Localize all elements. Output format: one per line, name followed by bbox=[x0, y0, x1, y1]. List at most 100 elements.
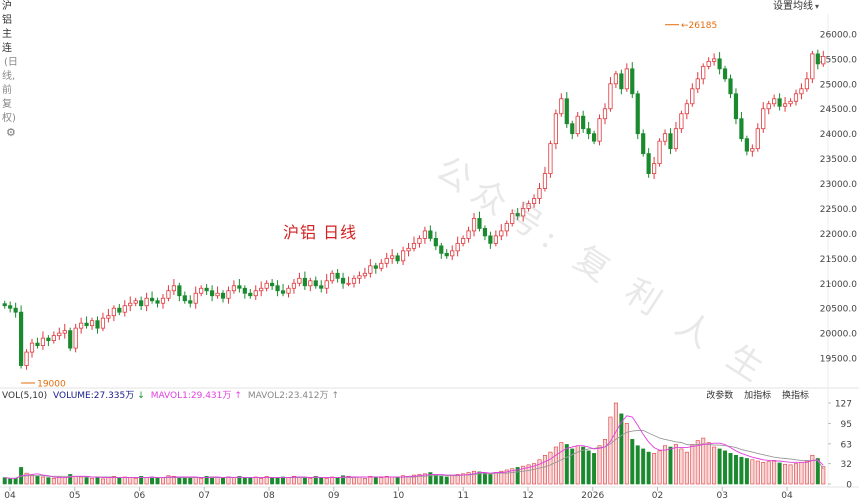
volume-bar bbox=[444, 476, 449, 485]
volume-bar bbox=[144, 477, 149, 485]
volume-bar bbox=[761, 462, 766, 485]
volume-bar bbox=[128, 477, 133, 485]
candle-body bbox=[111, 307, 116, 317]
candle-body bbox=[411, 242, 417, 249]
candle-body bbox=[35, 342, 40, 347]
volume-bar bbox=[139, 476, 144, 485]
candle-body bbox=[526, 203, 531, 209]
volume-bar bbox=[171, 476, 176, 485]
caret-down-icon: ▾ bbox=[814, 2, 819, 11]
volume-bar bbox=[291, 476, 296, 485]
volume-bar bbox=[253, 476, 258, 485]
volume-bar bbox=[264, 476, 269, 485]
candle-body bbox=[139, 300, 144, 307]
add-indicator-button[interactable]: 加指标 bbox=[744, 391, 772, 401]
vol-y-tick-label: 0 bbox=[846, 481, 852, 491]
volume-bar bbox=[111, 476, 116, 485]
y-tick-label: 24000.0 bbox=[820, 130, 857, 140]
chart-title-block: 沪铝主连 (日线,前复权) ⚙ bbox=[2, 0, 18, 141]
edit-params-button[interactable]: 改参数 bbox=[706, 391, 734, 401]
volume-bar bbox=[526, 464, 531, 485]
volume-bar bbox=[810, 454, 815, 485]
candle-body bbox=[668, 133, 673, 150]
candle-body bbox=[24, 351, 29, 366]
candle-body bbox=[324, 280, 329, 289]
volume-bar bbox=[564, 444, 569, 485]
volume-bar bbox=[160, 477, 165, 485]
volume-bar bbox=[766, 461, 771, 485]
candle-body bbox=[586, 128, 591, 135]
volume-bar bbox=[477, 471, 482, 485]
volume-legend: VOL(5,10) VOLUME:27.335万 ↓ MAVOL1:29.431万… bbox=[2, 390, 342, 402]
candle-body bbox=[679, 113, 684, 130]
x-tick-label: 06 bbox=[134, 491, 146, 500]
volume-bar bbox=[783, 463, 788, 485]
candle-body bbox=[406, 247, 411, 252]
candle-body bbox=[144, 297, 149, 307]
volume-bar bbox=[401, 475, 406, 485]
x-tick-label: 2026 bbox=[581, 491, 604, 500]
candle-body bbox=[510, 213, 515, 224]
switch-indicator-button[interactable]: 换指标 bbox=[781, 391, 809, 401]
ma-settings-label: 设置均线 bbox=[772, 1, 813, 12]
candle-body bbox=[149, 297, 155, 302]
candle-body bbox=[313, 280, 318, 287]
annotation-label: ←26185 bbox=[681, 21, 717, 31]
candle-body bbox=[291, 282, 297, 289]
volume-bar bbox=[30, 474, 35, 485]
volume-bar bbox=[8, 478, 13, 485]
vol-y-tick-label: 127 bbox=[835, 400, 852, 410]
volume-bar bbox=[433, 474, 438, 485]
volume-bar bbox=[537, 459, 542, 485]
volume-bar bbox=[793, 463, 798, 485]
volume-bar bbox=[24, 472, 29, 485]
candle-body bbox=[275, 285, 280, 292]
volume-tools: 改参数 加指标 换指标 bbox=[698, 390, 809, 402]
volume-bar bbox=[106, 477, 111, 485]
volume-bar bbox=[482, 472, 487, 485]
candle-body bbox=[821, 55, 826, 65]
candle-body bbox=[346, 282, 351, 285]
volume-bar bbox=[90, 477, 95, 485]
candle-body bbox=[379, 262, 384, 269]
volume-bar bbox=[302, 477, 307, 485]
candle-body bbox=[8, 305, 13, 309]
gear-icon[interactable]: ⚙ bbox=[6, 126, 16, 139]
volume-bar bbox=[532, 463, 537, 485]
candle-body bbox=[177, 285, 182, 297]
candle-body bbox=[117, 307, 122, 313]
volume-bar bbox=[13, 477, 18, 485]
volume-bar bbox=[684, 451, 689, 485]
candle-body bbox=[793, 93, 799, 102]
volume-legend-mavol2: MAVOL2:23.412万 bbox=[247, 391, 329, 401]
candle-body bbox=[766, 103, 771, 110]
candle-body bbox=[559, 98, 564, 115]
candle-body bbox=[166, 290, 171, 299]
volume-bar bbox=[335, 477, 340, 485]
candle-body bbox=[439, 245, 444, 254]
candle-body bbox=[690, 88, 695, 105]
volume-bar bbox=[717, 448, 722, 485]
chart-title: 沪铝主连 bbox=[2, 1, 12, 54]
candle-body bbox=[340, 277, 346, 284]
candle-body bbox=[701, 65, 706, 80]
candle-body bbox=[624, 68, 629, 90]
candle-body bbox=[744, 138, 749, 152]
candle-body bbox=[722, 68, 728, 80]
candle-body bbox=[29, 342, 35, 353]
candle-body bbox=[728, 78, 733, 95]
volume-bar bbox=[695, 440, 700, 485]
up-arrow-icon: ↑ bbox=[234, 391, 242, 401]
candle-body bbox=[215, 292, 220, 297]
volume-bar bbox=[455, 474, 460, 485]
volume-bar bbox=[390, 476, 395, 485]
down-arrow-icon: ↓ bbox=[137, 391, 145, 401]
candle-body bbox=[537, 188, 542, 199]
candle-body bbox=[46, 337, 51, 342]
volume-bar bbox=[559, 442, 564, 485]
volume-bar bbox=[472, 470, 477, 485]
volume-bar bbox=[542, 454, 547, 485]
y-tick-label: 25000.0 bbox=[820, 80, 857, 90]
ma-settings-button[interactable]: 设置均线 ▾ bbox=[773, 0, 819, 14]
